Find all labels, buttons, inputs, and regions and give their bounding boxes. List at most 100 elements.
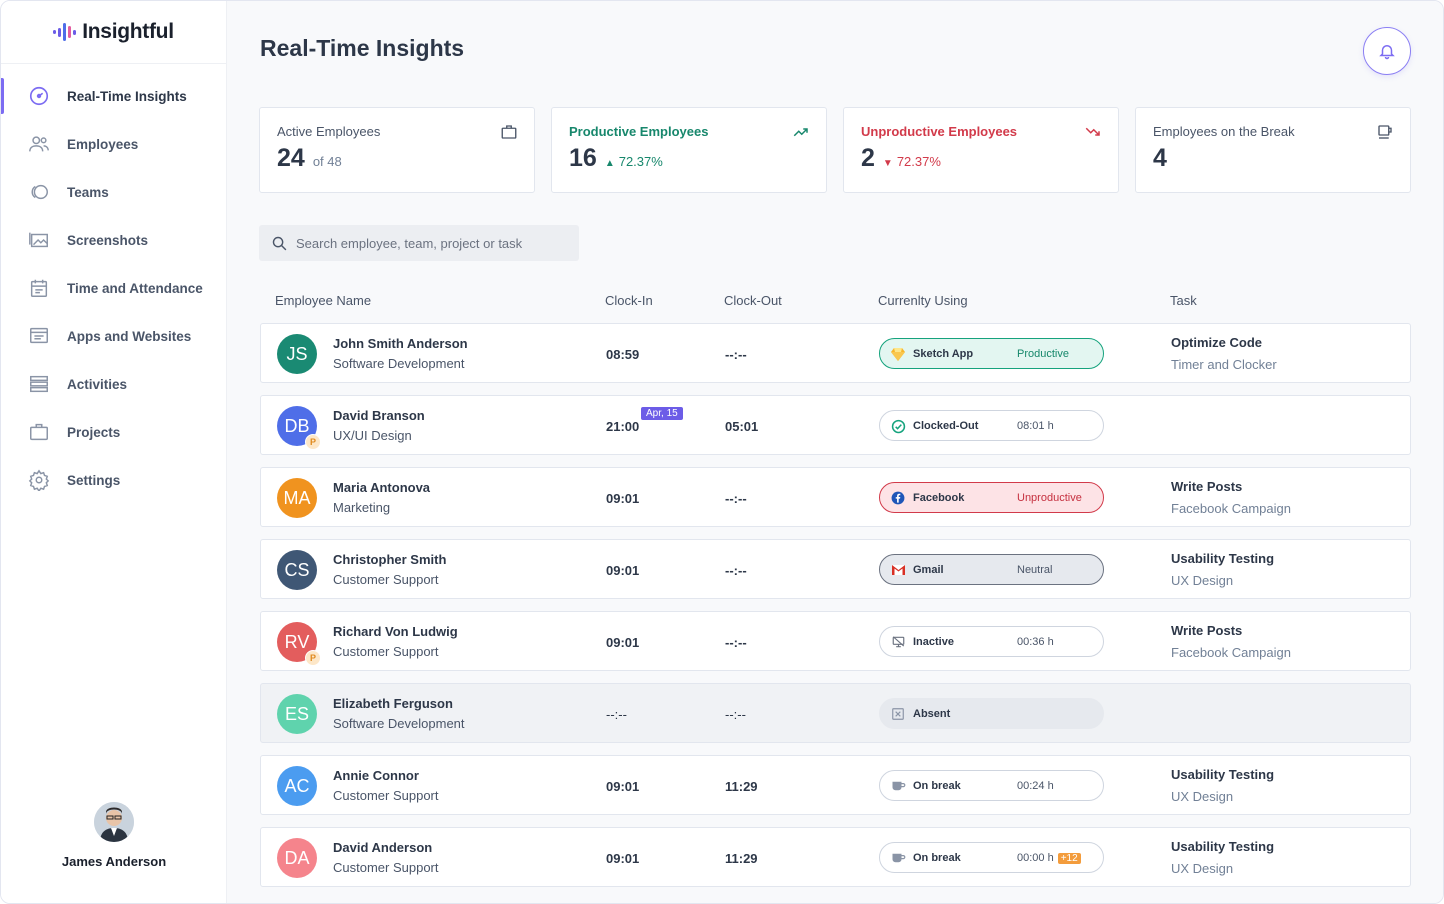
employee-name[interactable]: John Smith Anderson: [333, 336, 468, 351]
sidebar-item-screenshots[interactable]: Screenshots: [1, 216, 226, 264]
sidebar-item-apps-and-websites[interactable]: Apps and Websites: [1, 312, 226, 360]
sidebar-item-employees[interactable]: Employees: [1, 120, 226, 168]
sidebar-item-activities[interactable]: Activities: [1, 360, 226, 408]
clock-in-time: 09:01: [606, 491, 640, 506]
logo-icon: [53, 23, 77, 41]
table-row[interactable]: CS Christopher Smith Customer Support 09…: [260, 539, 1411, 599]
currently-using-pill[interactable]: Clocked-Out 08:01 h: [879, 410, 1104, 441]
currently-using-pill[interactable]: Sketch App Productive: [879, 338, 1104, 369]
table-row[interactable]: RV P Richard Von Ludwig Customer Support…: [260, 611, 1411, 671]
employee-team: Customer Support: [333, 788, 439, 803]
task-name[interactable]: Write Posts: [1171, 479, 1243, 494]
stat-card-active-employees[interactable]: Active Employees 24 of 48: [259, 107, 535, 193]
duration: 00:00 h: [1017, 852, 1054, 864]
column-header-clock-out[interactable]: Clock-Out: [724, 293, 782, 308]
sidebar-item-teams[interactable]: Teams: [1, 168, 226, 216]
clock-in-time: 08:59: [606, 347, 640, 362]
logo[interactable]: Insightful: [1, 1, 226, 64]
sidebar-item-label: Teams: [67, 184, 109, 200]
currently-using-pill[interactable]: On break 00:24 h: [879, 770, 1104, 801]
sidebar-item-time-and-attendance[interactable]: Time and Attendance: [1, 264, 226, 312]
calendar-icon: [27, 276, 51, 300]
employee-team: Software Development: [333, 356, 465, 371]
task-project: Timer and Clocker: [1171, 357, 1277, 372]
task-name[interactable]: Optimize Code: [1171, 335, 1263, 350]
avatar-initials: AC: [284, 775, 310, 796]
stats-row: Active Employees 24 of 48 Productive Emp…: [259, 107, 1411, 193]
speedometer-icon: [27, 84, 51, 108]
table-row[interactable]: DB P David Branson UX/UI Design 21:00 Ap…: [260, 395, 1411, 455]
briefcase-icon: [27, 420, 51, 444]
currently-using-pill[interactable]: On break 00:00 h +12: [879, 842, 1104, 873]
app-name: Gmail: [913, 564, 944, 576]
table-row[interactable]: ES Elizabeth Ferguson Software Developme…: [260, 683, 1411, 743]
app-name: On break: [913, 780, 961, 792]
employee-name[interactable]: Maria Antonova: [333, 480, 431, 495]
page-title: Real-Time Insights: [260, 35, 465, 61]
employee-name[interactable]: David Anderson: [333, 840, 433, 855]
stat-card-unproductive-employees[interactable]: Unproductive Employees 2 ▼ 72.37%: [843, 107, 1119, 193]
clock-in-time: 21:00: [606, 419, 640, 434]
avatar-initials: DA: [284, 847, 310, 868]
search-input[interactable]: [296, 235, 566, 251]
currently-using-pill[interactable]: Absent: [879, 698, 1104, 729]
sidebar-item-label: Apps and Websites: [67, 328, 192, 344]
employee-name[interactable]: Elizabeth Ferguson: [333, 696, 453, 711]
task-name[interactable]: Usability Testing: [1171, 767, 1275, 782]
avatar-initials: DB: [284, 415, 310, 436]
currently-using-pill[interactable]: Inactive 00:36 h: [879, 626, 1104, 657]
sidebar-item-real-time-insights[interactable]: Real-Time Insights: [1, 72, 226, 120]
duration-group: 00:00 h +12: [1017, 852, 1081, 864]
employee-name[interactable]: Christopher Smith: [333, 552, 447, 567]
table-row[interactable]: JS John Smith Anderson Software Developm…: [260, 323, 1411, 383]
clock-in-time: 09:01: [606, 851, 640, 866]
app-name: Sketch App: [913, 348, 974, 360]
sidebar-item-settings[interactable]: Settings: [1, 456, 226, 504]
employee-name[interactable]: Annie Connor: [333, 768, 419, 783]
table-row[interactable]: MA Maria Antonova Marketing 09:01 --:-- …: [260, 467, 1411, 527]
avatar-initials: MA: [283, 487, 311, 508]
app-name: Absent: [913, 708, 951, 720]
task-name[interactable]: Write Posts: [1171, 623, 1243, 638]
logo-text: Insightful: [82, 20, 174, 43]
column-header-currently-using[interactable]: Currenlty Using: [878, 293, 968, 308]
check-circle-icon: [890, 418, 906, 434]
stat-value: 4: [1153, 144, 1167, 172]
column-header-employee-name[interactable]: Employee Name: [275, 293, 372, 308]
users-icon: [27, 132, 51, 156]
triangle-up-icon: ▲: [604, 158, 615, 169]
currently-using-pill[interactable]: Facebook Unproductive: [879, 482, 1104, 513]
task-project: UX Design: [1171, 861, 1234, 876]
stat-label: Productive Employees: [569, 124, 709, 139]
task-project: UX Design: [1171, 573, 1234, 588]
task-name[interactable]: Usability Testing: [1171, 839, 1275, 854]
stat-card-employees-on-break[interactable]: Employees on the Break 4: [1135, 107, 1411, 193]
table-row[interactable]: DA David Anderson Customer Support 09:01…: [260, 827, 1411, 887]
employee-team: Software Development: [333, 716, 465, 731]
gear-icon: [27, 468, 51, 492]
employee-table: JS John Smith Anderson Software Developm…: [260, 323, 1411, 899]
employee-name[interactable]: David Branson: [333, 408, 425, 423]
triangle-down-icon: ▼: [882, 158, 893, 169]
clock-out-time: 11:29: [725, 851, 758, 866]
sidebar-item-projects[interactable]: Projects: [1, 408, 226, 456]
employee-name[interactable]: Richard Von Ludwig: [333, 624, 458, 639]
task-name[interactable]: Usability Testing: [1171, 551, 1275, 566]
stat-label: Employees on the Break: [1153, 124, 1295, 139]
currently-using-pill[interactable]: Gmail Neutral: [879, 554, 1104, 585]
notifications-button[interactable]: [1363, 27, 1411, 75]
avatar: JS: [277, 334, 317, 374]
images-icon: [27, 228, 51, 252]
productivity-status: Productive: [1017, 348, 1069, 360]
clock-in-time: 09:01: [606, 563, 640, 578]
clock-out-time: --:--: [725, 563, 747, 578]
user-profile[interactable]: James Anderson: [1, 802, 227, 869]
stat-value: 16: [569, 144, 597, 172]
column-header-clock-in[interactable]: Clock-In: [605, 293, 653, 308]
table-row[interactable]: AC Annie Connor Customer Support 09:01 1…: [260, 755, 1411, 815]
column-header-task[interactable]: Task: [1170, 293, 1197, 308]
stat-card-productive-employees[interactable]: Productive Employees 16 ▲ 72.37%: [551, 107, 827, 193]
briefcase-icon: [501, 125, 517, 139]
sidebar-item-label: Settings: [67, 472, 121, 488]
search-bar[interactable]: [259, 225, 579, 261]
